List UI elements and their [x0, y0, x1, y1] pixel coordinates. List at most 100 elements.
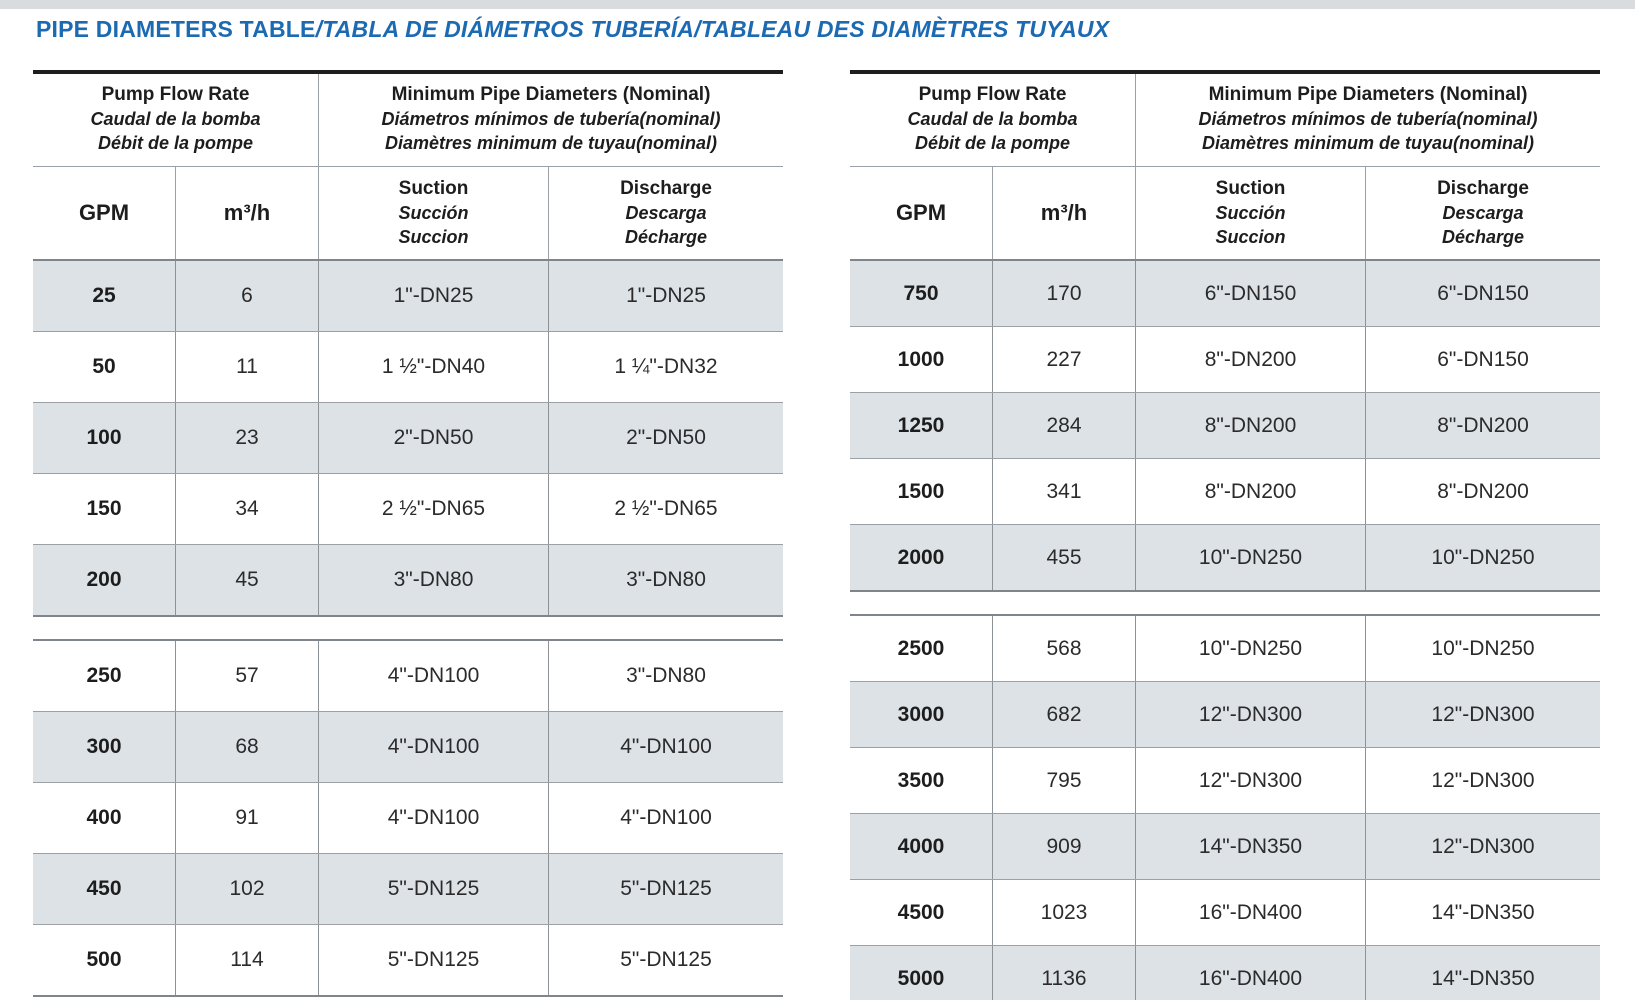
suction-cell: 16"-DN400	[1135, 880, 1365, 945]
m3h-cell: 102	[175, 854, 318, 924]
suction-cell: 2 ½"-DN65	[318, 474, 548, 544]
discharge-cell: 4"-DN100	[548, 783, 783, 853]
discharge-cell: 14"-DN350	[1365, 880, 1600, 945]
m3h-cell: 23	[175, 403, 318, 473]
m3h-cell: 114	[175, 925, 318, 995]
suction-cell: 2"-DN50	[318, 403, 548, 473]
gpm-cell: 300	[86, 735, 122, 758]
table-row: 1250 284 8"-DN200 8"-DN200	[850, 392, 1600, 458]
gpm-cell: 1000	[897, 347, 945, 371]
table-row: 500 114 5"-DN125 5"-DN125	[33, 924, 783, 995]
gpm-cell: 450	[86, 877, 122, 900]
m3h-cell: 45	[175, 545, 318, 615]
section-gap	[33, 617, 783, 639]
discharge-cell: 12"-DN300	[1365, 814, 1600, 879]
discharge-cell: 2 ½"-DN65	[548, 474, 783, 544]
table-row: 1000 227 8"-DN200 6"-DN150	[850, 326, 1600, 392]
header-pump-flow-rate-es: Caudal de la bomba	[90, 109, 261, 129]
gpm-cell: 200	[86, 568, 122, 591]
suction-cell: 4"-DN100	[318, 712, 548, 782]
suction-cell: 14"-DN350	[1135, 814, 1365, 879]
suction-cell: 4"-DN100	[318, 641, 548, 711]
suction-cell: 8"-DN200	[1135, 393, 1365, 458]
gpm-cell: 400	[86, 806, 122, 829]
table-row: 300 68 4"-DN100 4"-DN100	[33, 711, 783, 782]
discharge-label-fr: Décharge	[624, 227, 708, 247]
suction-cell: 6"-DN150	[1135, 261, 1365, 326]
col-header-m3h: m³/h	[992, 167, 1135, 259]
gpm-cell: 50	[92, 355, 116, 378]
gpm-cell: 5000	[897, 966, 945, 990]
table-row: 25 6 1"-DN25 1"-DN25	[33, 261, 783, 331]
m3h-cell: 455	[992, 525, 1135, 590]
header-pump-flow-rate: Pump Flow Rate Caudal de la bomba Débit …	[850, 74, 1135, 166]
header-min-pipe-diameters-fr: Diamètres minimum de tuyau(nominal)	[384, 133, 718, 153]
gpm-cell: 250	[86, 664, 122, 687]
table-subheader-row: GPM m³/h Suction Succión Succion Dischar…	[850, 167, 1600, 259]
m3h-cell: 227	[992, 327, 1135, 392]
discharge-cell: 12"-DN300	[1365, 682, 1600, 747]
m3h-cell: 1023	[992, 880, 1135, 945]
gpm-cell: 4000	[897, 834, 945, 858]
suction-cell: 10"-DN250	[1135, 525, 1365, 590]
discharge-cell: 2"-DN50	[548, 403, 783, 473]
m3h-cell: 341	[992, 459, 1135, 524]
discharge-cell: 5"-DN125	[548, 854, 783, 924]
table-row: 5000 1136 16"-DN400 14"-DN350	[850, 945, 1600, 1000]
header-min-pipe-diameters: Minimum Pipe Diameters (Nominal) Diámetr…	[1135, 74, 1600, 166]
table-row: 250 57 4"-DN100 3"-DN80	[33, 641, 783, 711]
page-title-translations: /TABLA DE DIÁMETROS TUBERÍA/TABLEAU DES …	[315, 16, 1110, 42]
table-row: 3500 795 12"-DN300 12"-DN300	[850, 747, 1600, 813]
table-row: 100 23 2"-DN50 2"-DN50	[33, 402, 783, 473]
table-row: 750 170 6"-DN150 6"-DN150	[850, 261, 1600, 326]
gpm-cell: 3000	[897, 702, 945, 726]
discharge-label-fr: Décharge	[1441, 227, 1525, 247]
discharge-cell: 8"-DN200	[1365, 459, 1600, 524]
discharge-cell: 10"-DN250	[1365, 616, 1600, 681]
table-row: 4500 1023 16"-DN400 14"-DN350	[850, 879, 1600, 945]
table-subheader-row: GPM m³/h Suction Succión Succion Dischar…	[33, 167, 783, 259]
section-gap	[850, 592, 1600, 614]
suction-cell: 4"-DN100	[318, 783, 548, 853]
header-pump-flow-rate-fr: Débit de la pompe	[914, 133, 1071, 153]
table-row: 2000 455 10"-DN250 10"-DN250	[850, 524, 1600, 590]
header-pump-flow-rate-fr: Débit de la pompe	[97, 133, 254, 153]
gpm-cell: 150	[86, 497, 122, 520]
discharge-cell: 1"-DN25	[548, 261, 783, 331]
suction-label-es: Succión	[398, 203, 469, 223]
gpm-cell: 3500	[897, 768, 945, 792]
table-row: 4000 909 14"-DN350 12"-DN300	[850, 813, 1600, 879]
gpm-cell: 2000	[897, 545, 945, 569]
header-min-pipe-diameters-fr: Diamètres minimum de tuyau(nominal)	[1201, 133, 1535, 153]
table-row: 450 102 5"-DN125 5"-DN125	[33, 853, 783, 924]
m3h-cell: 170	[992, 261, 1135, 326]
m3h-label: m³/h	[223, 200, 271, 225]
suction-label-en: Suction	[398, 178, 469, 199]
col-header-gpm: GPM	[33, 167, 175, 259]
suction-cell: 8"-DN200	[1135, 459, 1365, 524]
discharge-cell: 3"-DN80	[548, 641, 783, 711]
suction-label-fr: Succion	[1215, 227, 1286, 247]
suction-cell: 12"-DN300	[1135, 682, 1365, 747]
discharge-cell: 6"-DN150	[1365, 261, 1600, 326]
gpm-cell: 500	[86, 948, 122, 971]
gpm-label: GPM	[895, 200, 947, 225]
table-section-upper: 750 170 6"-DN150 6"-DN150 1000 227 8"-DN200 6"-…	[850, 259, 1600, 592]
col-header-discharge: Discharge Descarga Décharge	[548, 167, 783, 259]
m3h-cell: 6	[175, 261, 318, 331]
discharge-cell: 14"-DN350	[1365, 946, 1600, 1000]
table-row: 2500 568 10"-DN250 10"-DN250	[850, 616, 1600, 681]
suction-cell: 3"-DN80	[318, 545, 548, 615]
table-row: 200 45 3"-DN80 3"-DN80	[33, 544, 783, 615]
col-header-gpm: GPM	[850, 167, 992, 259]
discharge-cell: 1 ¼"-DN32	[548, 332, 783, 402]
gpm-cell: 100	[86, 426, 122, 449]
table-row: 3000 682 12"-DN300 12"-DN300	[850, 681, 1600, 747]
pipe-diameters-table-high-flow: Pump Flow Rate Caudal de la bomba Débit …	[850, 70, 1600, 1000]
m3h-cell: 909	[992, 814, 1135, 879]
header-pump-flow-rate-en: Pump Flow Rate	[101, 84, 250, 105]
discharge-label-es: Descarga	[625, 203, 707, 223]
discharge-cell: 5"-DN125	[548, 925, 783, 995]
table-header-row: Pump Flow Rate Caudal de la bomba Débit …	[33, 74, 783, 167]
suction-cell: 8"-DN200	[1135, 327, 1365, 392]
